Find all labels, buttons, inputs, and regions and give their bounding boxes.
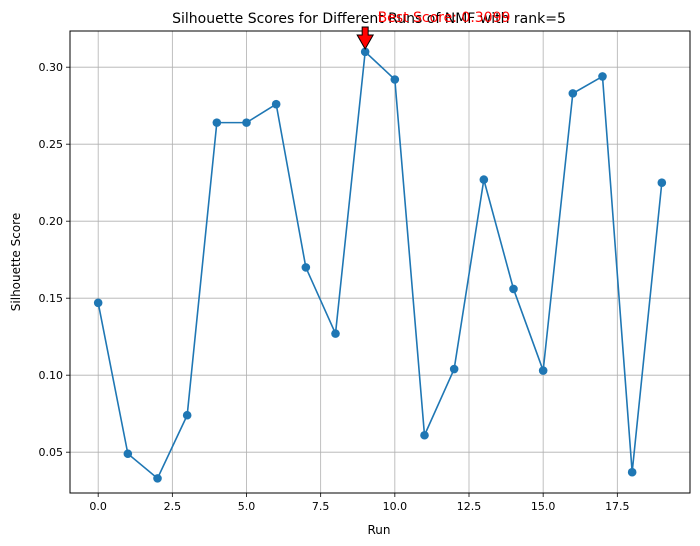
data-point [331,329,340,338]
data-point [479,175,489,184]
chart-title: Silhouette Scores for Different Runs of … [172,11,566,27]
annotation-layer: Best Score: 0.3099 [356,10,511,50]
y-axis-ticks: 0.05 0.10 0.15 0.20 0.25 0.30 [39,61,70,459]
y-tick-label: 0.25 [39,138,64,151]
series-line-layer [97,50,663,480]
x-tick-label: 2.5 [164,500,182,513]
x-tick-label: 7.5 [312,500,330,513]
data-point [123,449,133,459]
y-tick-label: 0.20 [39,215,64,228]
data-point [449,364,459,374]
x-axis-label: Run [367,523,390,537]
y-tick-label: 0.05 [39,446,64,459]
y-axis-label: Silhouette Score [9,213,23,311]
data-point [390,75,400,84]
data-point [657,178,667,187]
data-point [509,284,518,294]
best-score-arrow [356,26,375,50]
axes-frame [69,30,691,494]
data-point [568,89,578,98]
data-point [93,298,103,308]
data-point [420,430,429,440]
x-tick-label: 15.0 [531,500,556,513]
x-tick-label: 0.0 [89,500,107,513]
data-point [301,263,311,272]
data-point [182,410,192,420]
x-tick-label: 12.5 [457,500,482,513]
x-tick-label: 17.5 [605,500,630,513]
data-point [271,99,281,109]
x-tick-label: 5.0 [238,500,256,513]
grid [70,31,690,493]
x-axis-ticks: 0.0 2.5 5.0 7.5 10.0 12.5 15.0 17.5 [89,493,630,513]
y-tick-label: 0.30 [39,61,64,74]
data-point [153,474,162,483]
data-point [627,467,637,477]
data-point [538,366,548,375]
best-score-annotation: Best Score: 0.3099 [378,10,511,26]
y-tick-label: 0.15 [39,292,64,305]
y-tick-label: 0.10 [39,369,64,382]
data-point [598,72,607,81]
data-point [360,47,370,57]
data-point [212,118,222,127]
data-point [242,118,251,127]
series-point-layer [93,47,667,483]
series-line [97,50,663,480]
x-tick-label: 10.0 [383,500,408,513]
